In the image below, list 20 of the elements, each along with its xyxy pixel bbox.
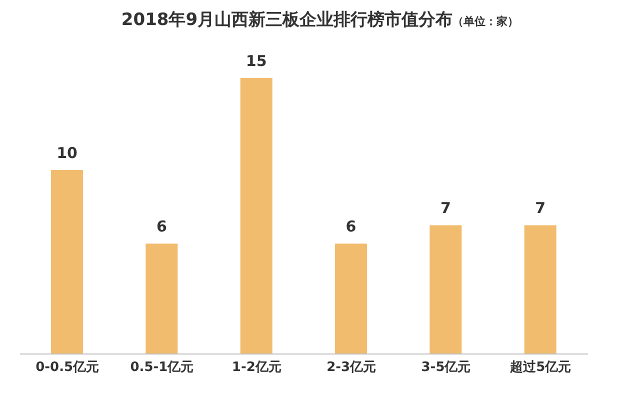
bar: [240, 78, 272, 354]
x-tick-label: 1-2亿元: [232, 360, 282, 376]
x-tick-label: 0-0.5亿元: [36, 360, 100, 376]
chart-subtitle: （单位：家）: [452, 15, 519, 28]
bar: [51, 170, 83, 354]
x-tick-label: 2-3亿元: [326, 360, 376, 376]
x-tick-label: 3-5亿元: [421, 360, 471, 376]
x-tick-label: 超过5亿元: [509, 360, 572, 376]
data-label: 7: [535, 199, 546, 218]
x-tick-label: 0.5-1亿元: [130, 360, 194, 376]
data-label: 10: [56, 144, 78, 162]
data-label: 15: [246, 52, 267, 70]
bar: [430, 225, 462, 354]
data-label: 7: [440, 199, 451, 218]
bar: [335, 244, 367, 354]
bar: [524, 225, 556, 354]
data-label: 6: [346, 218, 356, 236]
chart-title: 2018年9月山西新三板企业排行榜市值分布: [121, 10, 453, 30]
data-label: 6: [156, 218, 167, 236]
bar: [146, 244, 178, 354]
